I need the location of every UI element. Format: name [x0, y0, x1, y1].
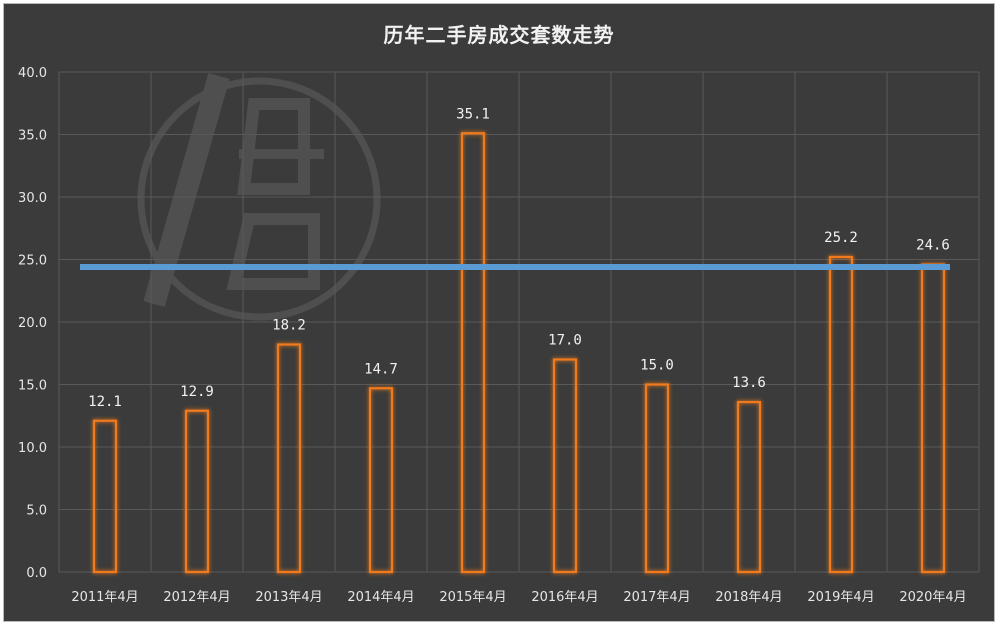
y-tick-label: 0.0	[26, 566, 47, 581]
bar	[276, 343, 302, 574]
bar	[736, 400, 762, 574]
x-tick-label: 2017年4月	[623, 590, 690, 605]
y-tick-label: 40.0	[18, 66, 47, 81]
bar	[920, 263, 946, 574]
y-axis: 0.0 5.0 10.0 15.0 20.0 25.0 30.0 35.0 40.0	[18, 66, 47, 581]
chart-frame: 历年二手房成交套数走势 0.0 5.0 10.0 15.0 20.0 25.0 30.0 35…	[3, 3, 995, 622]
x-tick-label: 2018年4月	[715, 590, 782, 605]
data-label: 12.9	[180, 384, 214, 400]
data-label: 12.1	[88, 394, 122, 410]
x-tick-label: 2016年4月	[531, 590, 598, 605]
y-tick-label: 35.0	[18, 129, 47, 144]
x-tick-label: 2014年4月	[347, 590, 414, 605]
data-label: 24.6	[916, 238, 950, 254]
data-label: 13.6	[732, 375, 766, 391]
y-tick-label: 30.0	[18, 191, 47, 206]
bar	[828, 255, 854, 574]
bar	[552, 358, 578, 574]
chart-title: 历年二手房成交套数走势	[383, 23, 615, 47]
data-label: 25.2	[824, 230, 858, 246]
data-labels: 12.1 12.9 18.2 14.7 35.1 17.0 15.0 13.6 25.2 24.6	[88, 106, 950, 410]
data-label: 18.2	[272, 318, 306, 334]
bar	[644, 383, 670, 574]
grid-lines	[58, 71, 980, 573]
y-tick-label: 10.0	[18, 441, 47, 456]
data-label: 15.0	[640, 358, 674, 374]
data-label: 17.0	[548, 333, 582, 349]
x-tick-label: 2019年4月	[807, 590, 874, 605]
y-tick-label: 20.0	[18, 316, 47, 331]
x-tick-label: 2012年4月	[163, 590, 230, 605]
bar	[460, 132, 486, 574]
bar	[184, 409, 210, 574]
x-axis: 2011年4月 2012年4月 2013年4月 2014年4月 2015年4月 2016年…	[71, 590, 966, 605]
x-tick-label: 2015年4月	[439, 590, 506, 605]
x-tick-label: 2013年4月	[255, 590, 322, 605]
bar	[92, 419, 118, 574]
data-label: 14.7	[364, 361, 398, 377]
y-tick-label: 5.0	[26, 504, 47, 519]
data-label: 35.1	[456, 106, 490, 122]
y-tick-label: 15.0	[18, 379, 47, 394]
y-tick-label: 25.0	[18, 254, 47, 269]
x-tick-label: 2020年4月	[899, 590, 966, 605]
x-tick-label: 2011年4月	[71, 590, 138, 605]
bar	[368, 387, 394, 574]
chart-plot: 0.05.010.015.020.025.030.035.040.0 12.11…	[18, 66, 980, 605]
